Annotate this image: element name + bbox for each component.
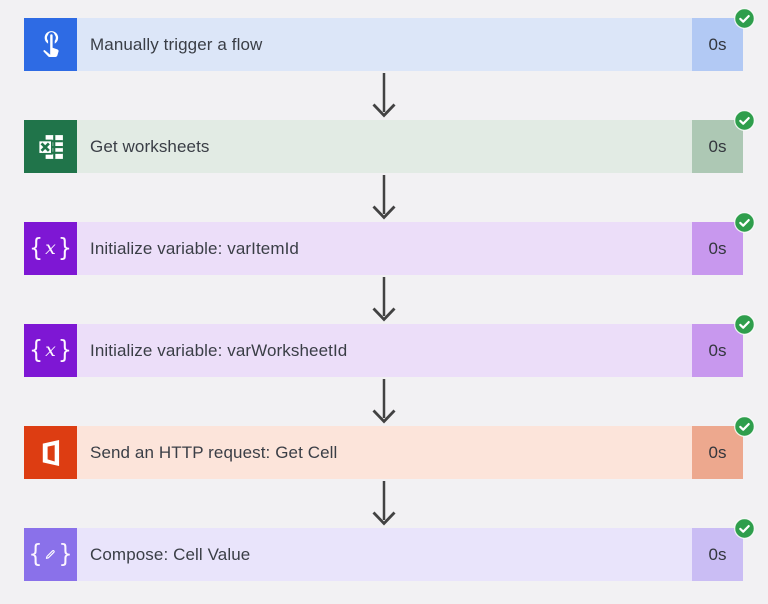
flow-step: Send an HTTP request: Get Cell 0s — [24, 416, 755, 528]
connector-arrow-icon — [24, 377, 743, 426]
flow-step: {x} Initialize variable: varItemId 0s — [24, 212, 755, 324]
flow-run-canvas: Manually trigger a flow 0s Get worksheet… — [24, 8, 755, 581]
step-label-bar: Initialize variable: varItemId — [77, 222, 692, 275]
step-label: Initialize variable: varWorksheetId — [90, 340, 348, 360]
braces-pencil-compose-icon: {} — [24, 528, 77, 581]
step-label: Manually trigger a flow — [90, 34, 263, 54]
step-label: Get worksheets — [90, 136, 210, 156]
step-label: Send an HTTP request: Get Cell — [90, 442, 338, 462]
flow-step-card[interactable]: Send an HTTP request: Get Cell 0s — [24, 416, 755, 479]
touch-trigger-icon — [24, 18, 77, 71]
connector-arrow-icon — [24, 71, 743, 120]
flow-step-card[interactable]: Manually trigger a flow 0s — [24, 8, 755, 71]
step-label-bar: Compose: Cell Value — [77, 528, 692, 581]
office-icon — [24, 426, 77, 479]
success-check-icon — [734, 8, 755, 29]
success-check-icon — [734, 110, 755, 131]
step-label-bar: Initialize variable: varWorksheetId — [77, 324, 692, 377]
step-duration: 0s — [692, 528, 743, 581]
connector-arrow-icon — [24, 479, 743, 528]
step-duration: 0s — [692, 222, 743, 275]
step-label-bar: Send an HTTP request: Get Cell — [77, 426, 692, 479]
step-duration: 0s — [692, 18, 743, 71]
excel-icon — [24, 120, 77, 173]
flow-step-card[interactable]: Get worksheets 0s — [24, 110, 755, 173]
step-label-bar: Get worksheets — [77, 120, 692, 173]
step-label-bar: Manually trigger a flow — [77, 18, 692, 71]
success-check-icon — [734, 314, 755, 335]
braces-x-variable-icon: {x} — [24, 222, 77, 275]
flow-step-card[interactable]: {x} Initialize variable: varWorksheetId … — [24, 314, 755, 377]
connector-arrow-icon — [24, 173, 743, 222]
flow-step-card[interactable]: {} Compose: Cell Value 0s — [24, 518, 755, 581]
flow-step: {} Compose: Cell Value 0s — [24, 518, 755, 581]
connector-arrow-icon — [24, 275, 743, 324]
flow-step: {x} Initialize variable: varWorksheetId … — [24, 314, 755, 426]
flow-step: Get worksheets 0s — [24, 110, 755, 222]
success-check-icon — [734, 416, 755, 437]
step-duration: 0s — [692, 120, 743, 173]
flow-step: Manually trigger a flow 0s — [24, 8, 755, 120]
step-duration: 0s — [692, 426, 743, 479]
success-check-icon — [734, 212, 755, 233]
step-duration: 0s — [692, 324, 743, 377]
flow-step-card[interactable]: {x} Initialize variable: varItemId 0s — [24, 212, 755, 275]
braces-x-variable-icon: {x} — [24, 324, 77, 377]
success-check-icon — [734, 518, 755, 539]
step-label: Initialize variable: varItemId — [90, 238, 299, 258]
step-label: Compose: Cell Value — [90, 544, 251, 564]
